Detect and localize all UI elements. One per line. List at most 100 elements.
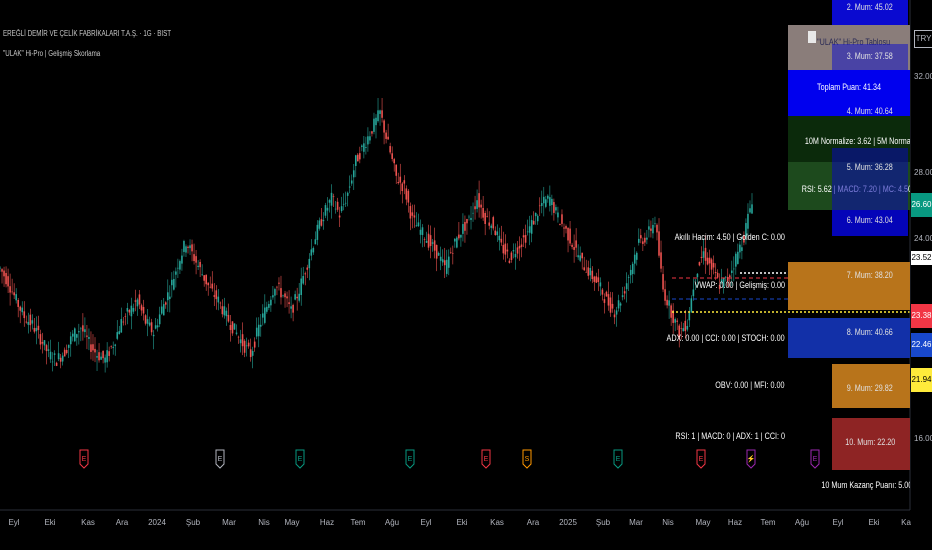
- earnings-event-icon[interactable]: E: [810, 449, 820, 469]
- candle-body: [67, 344, 70, 348]
- candle-body: [445, 259, 448, 274]
- candle-body: [302, 275, 305, 284]
- earnings-event-icon[interactable]: E: [613, 449, 623, 469]
- candle-body: [629, 269, 632, 276]
- candle-body: [504, 243, 507, 255]
- mum-column-row: [832, 148, 908, 210]
- candle-body: [433, 240, 436, 251]
- candle-body: [437, 252, 440, 256]
- candle-body: [654, 223, 656, 224]
- candle-body: [235, 332, 238, 334]
- x-tick: 2024: [148, 518, 166, 527]
- mum-column-top: [832, 0, 908, 25]
- candle-body: [508, 260, 511, 263]
- earnings-event-icon[interactable]: E: [696, 449, 706, 469]
- earnings-event-icon[interactable]: S: [522, 449, 532, 469]
- candle-body: [617, 300, 620, 309]
- rsi-flags-cell-bg: [832, 418, 910, 470]
- candle-body: [33, 327, 36, 332]
- candle-body: [274, 289, 276, 296]
- candle-body: [332, 196, 335, 197]
- candle-body: [126, 308, 129, 312]
- candle-body: [268, 303, 270, 308]
- candle-body: [399, 176, 402, 183]
- candle-body: [338, 215, 341, 218]
- candle-body: [78, 331, 80, 333]
- candle-body: [605, 291, 608, 297]
- candle-body: [379, 110, 381, 114]
- candle-body: [690, 298, 693, 313]
- svg-text:E: E: [218, 456, 223, 463]
- candle-body: [631, 263, 634, 274]
- candle-body: [365, 147, 367, 148]
- candle-body: [528, 226, 531, 233]
- candle-body: [512, 250, 515, 252]
- candle-score-item: 6. Mum: 43.04: [846, 215, 894, 225]
- candle-body: [0, 267, 1, 269]
- candle-score-item: 5. Mum: 36.28: [846, 162, 894, 172]
- candle-body: [191, 244, 193, 252]
- candle-body: [739, 244, 741, 253]
- candle-body: [13, 292, 15, 296]
- candle-body: [460, 234, 462, 238]
- candle-body: [318, 220, 321, 229]
- candle-body: [454, 238, 456, 242]
- candle-body: [737, 251, 739, 264]
- candle-body: [484, 212, 486, 225]
- candle-body: [357, 154, 359, 162]
- candle-body: [128, 309, 131, 313]
- candle-body: [708, 257, 711, 264]
- candle-body: [510, 252, 513, 260]
- candle-body: [306, 267, 309, 270]
- candle-body: [621, 295, 624, 298]
- candle-body: [735, 253, 737, 267]
- vwap-cell-bg: [788, 262, 910, 310]
- x-tick: Şub: [185, 518, 201, 527]
- earnings-event-icon[interactable]: E: [79, 449, 89, 469]
- x-tick: Kas: [81, 518, 95, 527]
- candle-body: [148, 322, 151, 326]
- x-tick: Ara: [526, 518, 540, 527]
- candle-body: [666, 299, 668, 306]
- candle-body: [405, 188, 408, 200]
- candle-body: [684, 320, 687, 332]
- candle-body: [138, 294, 141, 305]
- candle-body: [344, 202, 347, 204]
- symbol-title: EREĞLİ DEMİR VE ÇELİK FABRİKALARI T.A.Ş.…: [3, 29, 172, 38]
- earnings-event-icon[interactable]: E: [215, 449, 225, 469]
- candle-body: [284, 293, 286, 298]
- candle-body: [1, 269, 3, 272]
- candle-body: [179, 261, 181, 270]
- candle-body: [704, 247, 707, 261]
- candle-body: [413, 215, 416, 218]
- candle-body: [385, 132, 387, 139]
- candle-body: [41, 342, 44, 344]
- earnings-event-icon[interactable]: E: [295, 449, 305, 469]
- earnings-event-icon[interactable]: E: [481, 449, 491, 469]
- candle-body: [652, 224, 654, 234]
- x-tick: Eyl: [420, 518, 432, 527]
- candle-body: [591, 270, 594, 280]
- logo-icon: [808, 31, 816, 43]
- candle-body: [102, 350, 104, 359]
- candle-body: [530, 220, 533, 234]
- candle-body: [680, 328, 683, 329]
- candle-body: [53, 353, 56, 355]
- candle-body: [59, 357, 62, 362]
- candle-body: [237, 336, 240, 338]
- candle-body: [27, 321, 30, 325]
- earnings-event-icon[interactable]: E: [405, 449, 415, 469]
- indicator-title[interactable]: "ULAK" Hi-Pro | Gelişmiş Skorlama: [3, 49, 101, 58]
- candle-body: [245, 345, 248, 347]
- candle-body: [154, 325, 157, 329]
- candle-body: [745, 223, 747, 237]
- candle-body: [264, 307, 266, 323]
- candle-body: [664, 289, 666, 301]
- candle-body: [534, 212, 537, 217]
- candle-body: [369, 136, 371, 141]
- earnings-event-icon[interactable]: ⚡: [746, 449, 756, 469]
- candle-body: [694, 279, 697, 281]
- currency-button[interactable]: TRY: [914, 30, 932, 48]
- candle-body: [221, 306, 224, 315]
